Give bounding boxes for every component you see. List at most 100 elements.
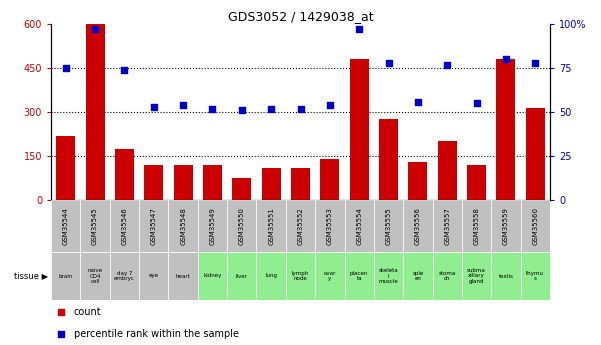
- Bar: [110, 252, 139, 300]
- Bar: [433, 200, 462, 252]
- Bar: [110, 200, 139, 252]
- Text: GSM35560: GSM35560: [532, 207, 538, 245]
- Bar: [315, 200, 344, 252]
- Bar: [344, 252, 374, 300]
- Point: [296, 106, 305, 111]
- Title: GDS3052 / 1429038_at: GDS3052 / 1429038_at: [228, 10, 373, 23]
- Bar: [51, 200, 81, 252]
- Text: GSM35556: GSM35556: [415, 207, 421, 245]
- Text: GSM35549: GSM35549: [210, 207, 216, 245]
- Point: [120, 67, 129, 73]
- Bar: [350, 59, 369, 200]
- Bar: [51, 252, 81, 300]
- Bar: [81, 200, 110, 252]
- Text: stoma
ch: stoma ch: [439, 270, 456, 282]
- Text: kidney: kidney: [203, 274, 222, 278]
- Text: day 7
embryc: day 7 embryc: [114, 270, 135, 282]
- Text: GSM35544: GSM35544: [63, 207, 69, 245]
- Text: naive
CD4
cell: naive CD4 cell: [88, 268, 103, 284]
- Bar: [520, 252, 550, 300]
- Text: lung: lung: [265, 274, 277, 278]
- Point: [56, 331, 66, 337]
- Bar: [403, 200, 433, 252]
- Text: placen
ta: placen ta: [350, 270, 368, 282]
- Bar: [433, 252, 462, 300]
- Bar: [462, 200, 491, 252]
- Point: [355, 27, 364, 32]
- Bar: [232, 178, 251, 200]
- Bar: [174, 165, 193, 200]
- Bar: [198, 252, 227, 300]
- Bar: [257, 200, 286, 252]
- Point: [413, 99, 423, 104]
- Text: GSM35554: GSM35554: [356, 207, 362, 245]
- Bar: [168, 252, 198, 300]
- Bar: [198, 200, 227, 252]
- Bar: [261, 168, 281, 200]
- Text: subma
xillary
gland: subma xillary gland: [467, 268, 486, 284]
- Bar: [56, 136, 75, 200]
- Bar: [403, 252, 433, 300]
- Bar: [227, 200, 257, 252]
- Text: GSM35545: GSM35545: [92, 207, 98, 245]
- Bar: [374, 200, 403, 252]
- Text: count: count: [73, 307, 101, 317]
- Bar: [408, 162, 427, 200]
- Bar: [315, 252, 344, 300]
- Text: brain: brain: [59, 274, 73, 278]
- Point: [208, 106, 218, 111]
- Bar: [491, 200, 520, 252]
- Bar: [520, 200, 550, 252]
- Bar: [320, 159, 340, 200]
- Text: eye: eye: [149, 274, 159, 278]
- Bar: [85, 24, 105, 200]
- Bar: [81, 252, 110, 300]
- Bar: [291, 168, 310, 200]
- Text: tissue ▶: tissue ▶: [14, 272, 48, 280]
- Text: GSM35559: GSM35559: [503, 207, 509, 245]
- Bar: [257, 252, 286, 300]
- Bar: [467, 165, 486, 200]
- Bar: [491, 252, 520, 300]
- Bar: [144, 165, 163, 200]
- Point: [178, 102, 188, 108]
- Text: percentile rank within the sample: percentile rank within the sample: [73, 329, 239, 339]
- Point: [531, 60, 540, 66]
- Point: [266, 106, 276, 111]
- Bar: [496, 59, 516, 200]
- Point: [472, 101, 481, 106]
- Bar: [139, 252, 168, 300]
- Bar: [374, 252, 403, 300]
- Text: GSM35557: GSM35557: [444, 207, 450, 245]
- Point: [61, 66, 70, 71]
- Bar: [203, 165, 222, 200]
- Text: GSM35555: GSM35555: [385, 207, 391, 245]
- Text: skeleta
l
muscle: skeleta l muscle: [379, 268, 398, 284]
- Bar: [462, 252, 491, 300]
- Text: heart: heart: [175, 274, 191, 278]
- Text: GSM35551: GSM35551: [268, 207, 274, 245]
- Text: GSM35553: GSM35553: [327, 207, 333, 245]
- Text: GSM35558: GSM35558: [474, 207, 480, 245]
- Bar: [379, 119, 398, 200]
- Text: GSM35552: GSM35552: [297, 207, 304, 245]
- Point: [442, 62, 452, 67]
- Point: [383, 60, 393, 66]
- Text: liver: liver: [236, 274, 248, 278]
- Bar: [286, 252, 315, 300]
- Text: GSM35550: GSM35550: [239, 207, 245, 245]
- Bar: [344, 200, 374, 252]
- Point: [325, 102, 335, 108]
- Bar: [438, 141, 457, 200]
- Point: [56, 309, 66, 315]
- Text: sple
en: sple en: [412, 270, 424, 282]
- Text: ovar
y: ovar y: [324, 270, 336, 282]
- Text: GSM35546: GSM35546: [121, 207, 127, 245]
- Point: [501, 57, 511, 62]
- Point: [237, 108, 246, 113]
- Bar: [227, 252, 257, 300]
- Bar: [139, 200, 168, 252]
- Point: [149, 104, 159, 110]
- Bar: [115, 149, 134, 200]
- Bar: [286, 200, 315, 252]
